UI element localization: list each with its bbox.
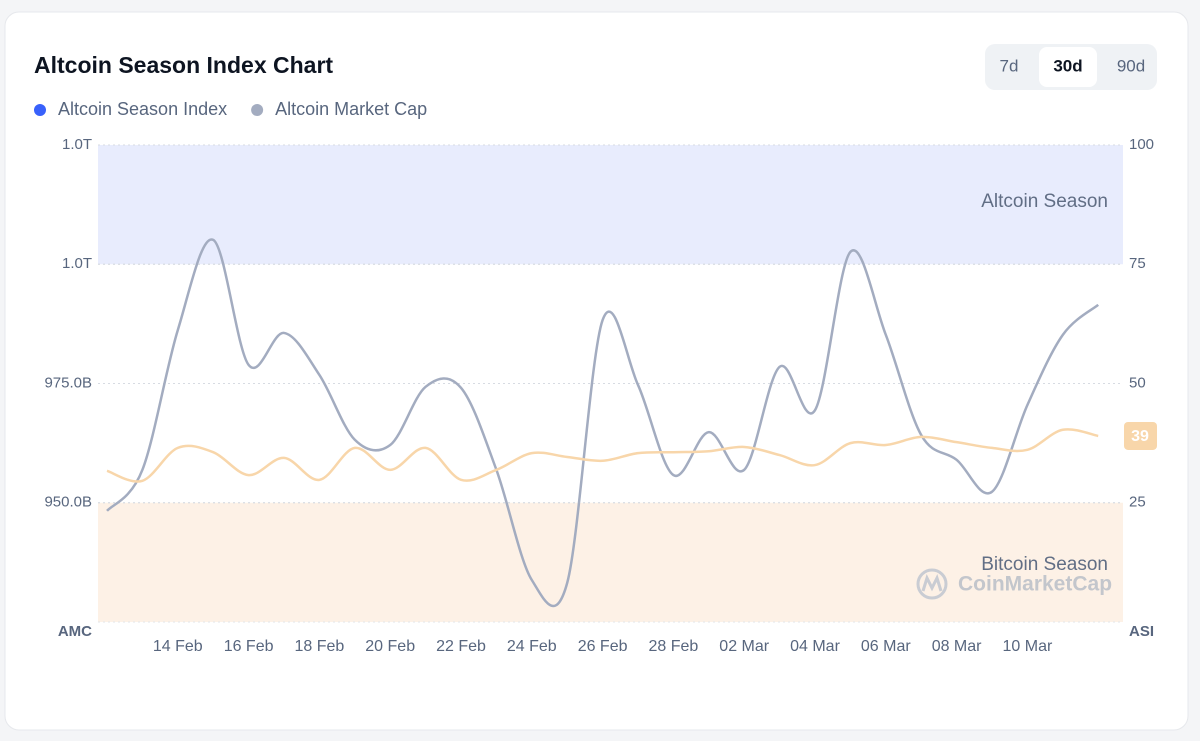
- range-tab[interactable]: 7d: [1000, 56, 1019, 75]
- x-tick-label: 06 Mar: [861, 638, 911, 655]
- x-tick-label: 26 Feb: [578, 638, 628, 655]
- range-tab[interactable]: 90d: [1117, 56, 1145, 75]
- current-value-badge: [1124, 421, 1157, 450]
- series-line: [106, 428, 1099, 483]
- card: [4, 11, 1189, 731]
- y2-tick-label: 100: [1129, 136, 1154, 153]
- chart-title: Altcoin Season Index Chart: [34, 52, 333, 78]
- x-tick-label: 02 Mar: [719, 638, 769, 655]
- y-tick-label: 1.0T: [62, 255, 92, 272]
- y-axis-title: AMC: [58, 623, 92, 640]
- band-label: Altcoin Season: [981, 191, 1108, 212]
- season-band: [98, 502, 1123, 622]
- band-label: Bitcoin Season: [981, 554, 1108, 575]
- x-tick-label: 10 Mar: [1003, 638, 1053, 655]
- season-band: [98, 145, 1123, 265]
- y2-tick-label: 75: [1129, 255, 1146, 272]
- series-line: [106, 238, 1100, 608]
- x-tick-label: 16 Feb: [224, 638, 274, 655]
- x-tick-label: 20 Feb: [365, 638, 415, 655]
- range-tab-active: [1039, 47, 1097, 87]
- y2-tick-label: 50: [1129, 374, 1146, 391]
- legend-dot: [34, 104, 46, 116]
- x-tick-label: 18 Feb: [294, 638, 344, 655]
- x-tick-label: 14 Feb: [153, 638, 203, 655]
- legend-label[interactable]: Altcoin Market Cap: [275, 99, 427, 119]
- watermark: CoinMarketCap: [958, 573, 1112, 596]
- current-value-label: 39: [1131, 428, 1149, 445]
- y-tick-label: 950.0B: [44, 494, 92, 511]
- x-tick-label: 04 Mar: [790, 638, 840, 655]
- legend-dot: [251, 104, 264, 116]
- x-tick-label: 24 Feb: [507, 638, 557, 655]
- x-tick-label: 22 Feb: [436, 638, 486, 655]
- watermark-icon: [916, 568, 948, 600]
- range-tab[interactable]: 30d: [1053, 56, 1082, 75]
- x-tick-label: 28 Feb: [648, 638, 698, 655]
- legend-label[interactable]: Altcoin Season Index: [58, 99, 227, 119]
- y2-axis-title: ASI: [1129, 623, 1154, 640]
- y2-tick-label: 25: [1129, 494, 1146, 511]
- y-tick-label: 975.0B: [44, 374, 92, 391]
- x-tick-label: 08 Mar: [932, 638, 982, 655]
- y-tick-label: 1.0T: [62, 136, 92, 153]
